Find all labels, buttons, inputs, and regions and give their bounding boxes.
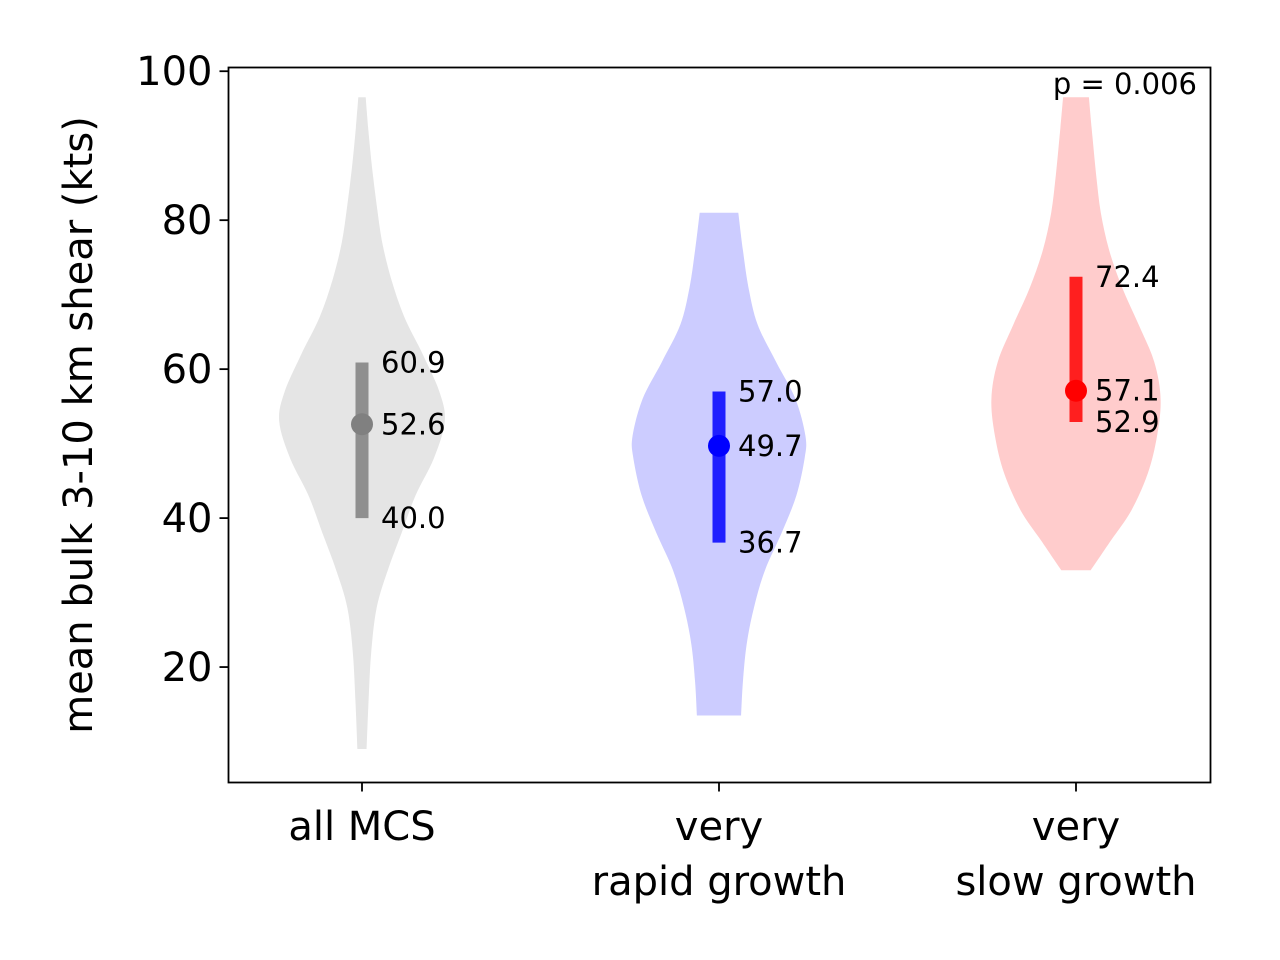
x-axis: all MCS very rapid growth very slow growth [288, 782, 1197, 905]
q-low-label: 36.7 [738, 526, 803, 560]
x-category-label: all MCS [288, 804, 435, 850]
y-tick-label: 60 [162, 347, 213, 393]
y-axis-label: mean bulk 3-10 km shear (kts) [56, 116, 102, 734]
x-category-label: very rapid growth [592, 804, 847, 905]
x-category-line: all MCS [288, 804, 435, 850]
y-axis: 20 40 60 80 100 [136, 49, 229, 691]
p-value-annotation: p = 0.006 [1053, 67, 1197, 101]
median-label: 49.7 [738, 429, 803, 463]
y-tick-label: 100 [136, 49, 212, 95]
stats-layer: 60.9 52.6 40.0 57.0 49.7 36.7 72.4 57.152.9 [351, 260, 1160, 560]
median-dot [1065, 379, 1087, 402]
q-low-label: 52.9 [1095, 405, 1160, 439]
median-label: 52.6 [381, 407, 446, 441]
median-dot [708, 434, 730, 457]
y-tick-label: 40 [162, 496, 213, 542]
y-tick-label: 80 [162, 198, 213, 244]
x-category-line: very [1032, 804, 1120, 850]
q-high-label: 57.0 [738, 374, 803, 408]
x-category-line: rapid growth [592, 859, 847, 905]
q-high-label: 72.4 [1095, 260, 1160, 294]
median-dot [351, 413, 373, 436]
x-category-label: very slow growth [955, 804, 1196, 905]
q-low-label: 40.0 [381, 501, 446, 535]
q-high-label: 60.9 [381, 345, 446, 379]
y-tick-label: 20 [162, 645, 213, 691]
median-label: 57.1 [1095, 374, 1160, 408]
x-category-line: slow growth [955, 859, 1196, 905]
x-category-line: very [675, 804, 763, 850]
